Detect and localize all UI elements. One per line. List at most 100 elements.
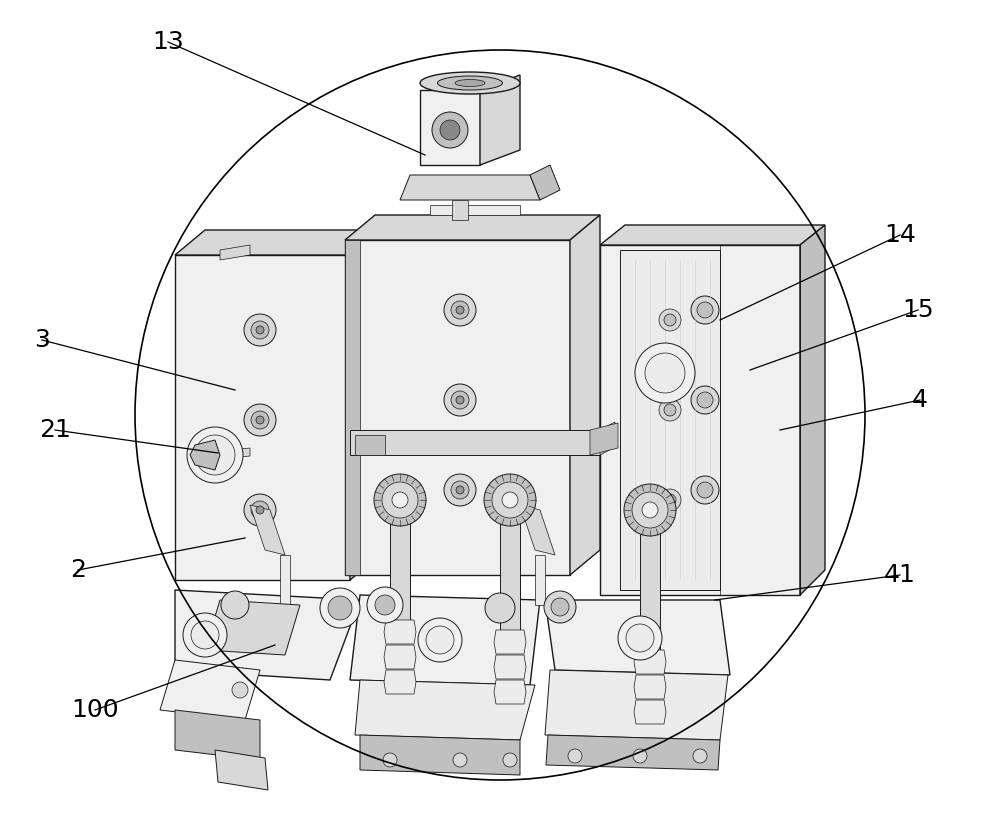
Circle shape [503, 753, 517, 767]
Polygon shape [175, 230, 380, 255]
Polygon shape [220, 245, 250, 260]
Circle shape [444, 384, 476, 416]
Polygon shape [430, 205, 520, 215]
Circle shape [444, 294, 476, 326]
Polygon shape [600, 245, 800, 595]
Polygon shape [520, 505, 555, 555]
Polygon shape [175, 255, 350, 580]
Polygon shape [620, 250, 720, 590]
Circle shape [626, 624, 654, 652]
Polygon shape [600, 422, 615, 455]
Text: 3: 3 [34, 328, 50, 352]
Circle shape [635, 343, 695, 403]
Circle shape [551, 598, 569, 616]
Circle shape [484, 474, 536, 526]
Text: 41: 41 [884, 563, 916, 587]
Polygon shape [250, 505, 285, 555]
Circle shape [659, 309, 681, 331]
Circle shape [502, 492, 518, 508]
Polygon shape [384, 620, 416, 644]
Circle shape [374, 474, 426, 526]
Polygon shape [350, 230, 380, 580]
Circle shape [456, 306, 464, 314]
Polygon shape [480, 75, 520, 165]
Polygon shape [175, 590, 360, 680]
Circle shape [232, 682, 248, 698]
Circle shape [418, 618, 462, 662]
Circle shape [453, 753, 467, 767]
Polygon shape [230, 448, 250, 458]
Polygon shape [345, 240, 360, 575]
Circle shape [451, 481, 469, 499]
Polygon shape [350, 430, 600, 455]
Circle shape [659, 399, 681, 421]
Circle shape [624, 484, 676, 536]
Circle shape [645, 353, 685, 393]
Polygon shape [355, 435, 385, 455]
Circle shape [256, 416, 264, 424]
Polygon shape [590, 423, 618, 455]
Circle shape [375, 595, 395, 615]
Text: 21: 21 [39, 418, 71, 442]
Bar [535, 555, 545, 605]
Polygon shape [160, 660, 260, 720]
Polygon shape [634, 650, 666, 674]
Polygon shape [360, 735, 520, 775]
Circle shape [244, 494, 276, 526]
Polygon shape [400, 175, 540, 200]
Bar [500, 510, 520, 630]
Circle shape [256, 506, 264, 514]
Circle shape [440, 120, 460, 140]
Polygon shape [634, 675, 666, 699]
Circle shape [697, 482, 713, 498]
Text: 15: 15 [902, 298, 934, 322]
Circle shape [492, 482, 528, 518]
Polygon shape [420, 90, 480, 165]
Text: 14: 14 [884, 223, 916, 247]
Polygon shape [600, 225, 825, 245]
Circle shape [693, 749, 707, 763]
Polygon shape [355, 680, 535, 740]
Circle shape [244, 314, 276, 346]
Polygon shape [345, 215, 600, 240]
Circle shape [691, 386, 719, 414]
Circle shape [456, 396, 464, 404]
Polygon shape [215, 750, 268, 790]
Circle shape [456, 486, 464, 494]
Polygon shape [345, 240, 570, 575]
Circle shape [328, 596, 352, 620]
Circle shape [544, 591, 576, 623]
Text: 13: 13 [152, 30, 184, 54]
Polygon shape [205, 600, 300, 655]
Polygon shape [546, 735, 720, 770]
Polygon shape [452, 200, 468, 220]
Ellipse shape [438, 76, 503, 90]
Circle shape [367, 587, 403, 623]
Polygon shape [530, 165, 560, 200]
Circle shape [256, 326, 264, 334]
Circle shape [659, 489, 681, 511]
Circle shape [251, 501, 269, 519]
Circle shape [383, 753, 397, 767]
Text: 4: 4 [912, 388, 928, 412]
Circle shape [633, 749, 647, 763]
Polygon shape [545, 670, 728, 740]
Bar [280, 555, 290, 605]
Circle shape [632, 492, 668, 528]
Polygon shape [800, 225, 825, 595]
Polygon shape [494, 630, 526, 654]
Circle shape [642, 502, 658, 518]
Text: 2: 2 [70, 558, 86, 582]
Polygon shape [384, 645, 416, 669]
Circle shape [691, 296, 719, 324]
Polygon shape [545, 600, 730, 675]
Text: 100: 100 [71, 698, 119, 722]
Polygon shape [570, 215, 600, 575]
Circle shape [697, 302, 713, 318]
Polygon shape [634, 700, 666, 724]
Circle shape [697, 392, 713, 408]
Circle shape [451, 391, 469, 409]
Circle shape [251, 411, 269, 429]
Circle shape [191, 621, 219, 649]
Ellipse shape [420, 72, 520, 94]
